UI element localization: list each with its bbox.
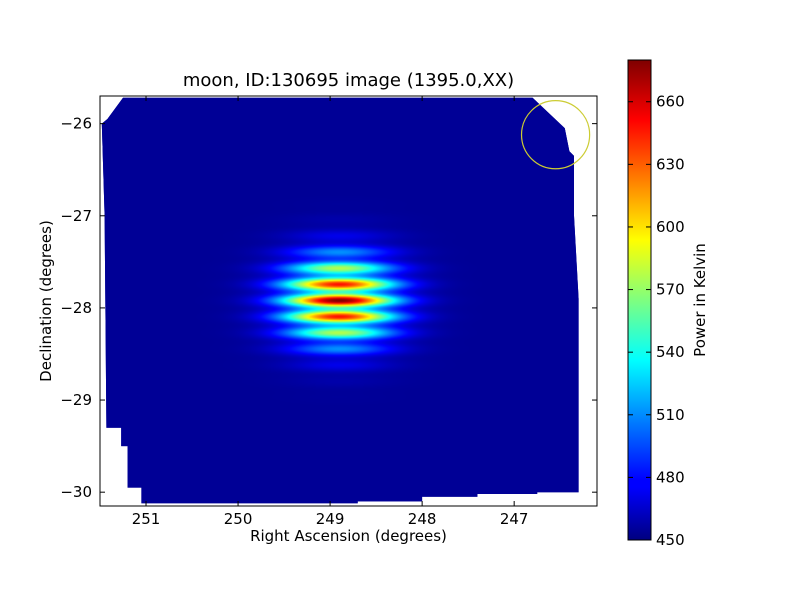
colorbar-tick-label: 660 [656, 93, 685, 111]
x-axis-ticks: 251 250 249 248 247 [132, 96, 529, 528]
colorbar-tick-label: 570 [656, 281, 685, 299]
colorbar [627, 59, 652, 541]
x-tick-label: 248 [408, 510, 437, 528]
chart-title: moon, ID:130695 image (1395.0,XX) [183, 70, 514, 91]
heatmap-source-emission [101, 97, 579, 504]
colorbar-tick-label: 600 [656, 218, 685, 236]
colorbar-tick-label: 510 [656, 406, 685, 424]
x-tick-label: 250 [224, 510, 253, 528]
colorbar-tick-label: 450 [656, 531, 685, 549]
y-tick-label: −29 [60, 391, 92, 409]
beam-circle [520, 100, 591, 170]
colorbar-ticks: 450 480 510 540 570 600 630 660 [628, 93, 685, 549]
x-tick-label: 251 [132, 510, 161, 528]
x-axis-label: Right Ascension (degrees) [250, 527, 447, 545]
x-tick-label: 249 [316, 510, 345, 528]
plot-frame [99, 95, 598, 507]
y-tick-label: −30 [60, 483, 92, 501]
y-axis-label: Declination (degrees) [37, 220, 55, 382]
x-tick-label: 247 [500, 510, 529, 528]
colorbar-tick-label: 480 [656, 468, 685, 486]
y-tick-label: −28 [60, 299, 92, 317]
y-tick-label: −26 [60, 115, 92, 133]
y-tick-label: −27 [60, 207, 92, 225]
colorbar-tick-label: 630 [656, 155, 685, 173]
colorbar-tick-label: 540 [656, 343, 685, 361]
heatmap-image [101, 97, 579, 504]
colorbar-label: Power in Kelvin [691, 243, 709, 357]
y-axis-ticks: −26 −27 −28 −29 −30 [60, 115, 597, 501]
